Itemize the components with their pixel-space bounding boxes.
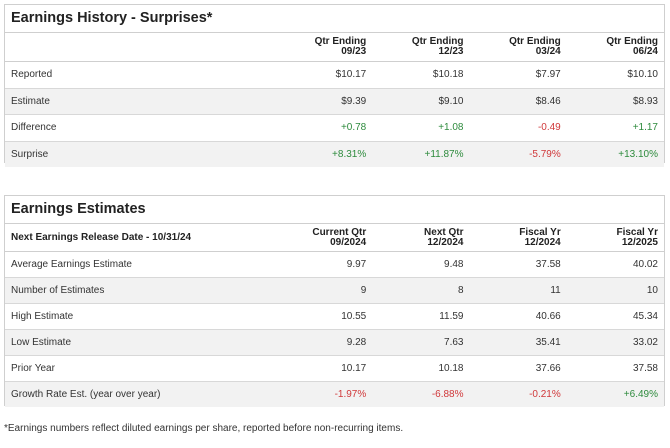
earnings-estimates-panel: Earnings Estimates Next Earnings Release…	[4, 195, 665, 407]
table-cell: +8.31%	[275, 141, 373, 167]
column-header-line2: 06/24	[632, 46, 658, 57]
table-cell: -0.49	[469, 114, 567, 142]
table-cell: 37.58	[566, 355, 664, 382]
earnings-estimates-title: Earnings Estimates	[5, 196, 664, 224]
table-cell: $8.93	[566, 88, 664, 115]
table-cell: 10	[566, 277, 664, 304]
table-cell: 8	[372, 277, 470, 304]
table-cell: +6.49%	[566, 381, 664, 407]
table-cell: 9.28	[275, 329, 373, 356]
table-cell: $10.10	[566, 61, 664, 89]
table-cell: 37.66	[469, 355, 567, 382]
table-cell: 37.58	[469, 251, 567, 278]
column-header	[5, 33, 275, 62]
table-cell: -6.88%	[372, 381, 470, 407]
row-label: Average Earnings Estimate	[5, 251, 275, 278]
table-cell: $9.10	[372, 88, 470, 115]
table-cell: +13.10%	[566, 141, 664, 167]
column-header: Fiscal Yr 12/2024	[469, 224, 567, 252]
row-label: Estimate	[5, 88, 275, 115]
table-cell: -0.21%	[469, 381, 567, 407]
table-row: Surprise +8.31% +11.87% -5.79% +13.10%	[5, 141, 664, 167]
column-header-line1: Qtr Ending	[314, 36, 367, 47]
table-cell: 10.17	[275, 355, 373, 382]
table-cell: 33.02	[566, 329, 664, 356]
table-row: Prior Year 10.17 10.18 37.66 37.58	[5, 355, 664, 382]
column-header-line2: 12/2024	[524, 236, 561, 248]
table-cell: 9.97	[275, 251, 373, 278]
column-header: Qtr Ending 03/24	[469, 33, 567, 62]
column-header-line2: 12/2025	[621, 236, 658, 248]
footnote: *Earnings numbers reflect diluted earnin…	[4, 423, 404, 434]
column-header: Next Qtr 12/2024	[372, 224, 470, 252]
table-cell: 9.48	[372, 251, 470, 278]
table-cell: +1.17	[566, 114, 664, 142]
table-header-row: Qtr Ending 09/23 Qtr Ending 12/23 Qtr Endi…	[5, 33, 664, 62]
table-row: Growth Rate Est. (year over year) -1.97%…	[5, 381, 664, 407]
column-header-line1: Next Qtr	[424, 226, 464, 238]
table-row: Difference +0.78 +1.08 -0.49 +1.17	[5, 114, 664, 142]
table-row: Low Estimate 9.28 7.63 35.41 33.02	[5, 329, 664, 356]
row-label: Low Estimate	[5, 329, 275, 356]
row-label: Growth Rate Est. (year over year)	[5, 381, 275, 407]
next-release-date-label: Next Earnings Release Date - 10/31/24	[5, 224, 275, 252]
column-header-line1: Current Qtr	[312, 226, 367, 238]
column-header: Qtr Ending 12/23	[372, 33, 470, 62]
column-header-line2: 12/23	[438, 46, 464, 57]
column-header-line2: 09/2024	[330, 236, 367, 248]
column-header: Current Qtr 09/2024	[275, 224, 373, 252]
table-row: Average Earnings Estimate 9.97 9.48 37.5…	[5, 251, 664, 278]
column-header-line2: 09/23	[341, 46, 367, 57]
row-label: Reported	[5, 61, 275, 89]
table-cell: 35.41	[469, 329, 567, 356]
table-cell: -5.79%	[469, 141, 567, 167]
table-row: High Estimate 10.55 11.59 40.66 45.34	[5, 303, 664, 330]
earnings-history-table: Qtr Ending 09/23 Qtr Ending 12/23 Qtr Endi…	[5, 33, 664, 167]
table-cell: +0.78	[275, 114, 373, 142]
table-cell: $10.18	[372, 61, 470, 89]
column-header: Fiscal Yr 12/2025	[566, 224, 664, 252]
row-label: Difference	[5, 114, 275, 142]
column-header-line2: 12/2024	[427, 236, 464, 248]
table-cell: $8.46	[469, 88, 567, 115]
table-cell: -1.97%	[275, 381, 373, 407]
row-label: Surprise	[5, 141, 275, 167]
table-cell: 11	[469, 277, 567, 304]
table-cell: +11.87%	[372, 141, 470, 167]
earnings-history-title: Earnings History - Surprises*	[5, 5, 664, 33]
table-cell: $9.39	[275, 88, 373, 115]
earnings-estimates-table: Next Earnings Release Date - 10/31/24 Cu…	[5, 224, 664, 407]
table-cell: +1.08	[372, 114, 470, 142]
table-cell: 40.66	[469, 303, 567, 330]
column-header: Qtr Ending 09/23	[275, 33, 373, 62]
column-header-line1: Qtr Ending	[509, 36, 561, 47]
row-label: Prior Year	[5, 355, 275, 382]
table-cell: 7.63	[372, 329, 470, 356]
column-header: Qtr Ending 06/24	[566, 33, 664, 62]
table-cell: 10.55	[275, 303, 373, 330]
row-label: High Estimate	[5, 303, 275, 330]
column-header-line1: Qtr Ending	[411, 36, 464, 47]
column-header-line1: Fiscal Yr	[519, 226, 561, 238]
table-cell: 40.02	[566, 251, 664, 278]
table-cell: $10.17	[275, 61, 373, 89]
table-row: Reported $10.17 $10.18 $7.97 $10.10	[5, 61, 664, 89]
table-cell: $7.97	[469, 61, 567, 89]
earnings-history-panel: Earnings History - Surprises* Qtr Ending…	[4, 4, 665, 167]
column-header-line2: 03/24	[535, 46, 561, 57]
table-cell: 45.34	[566, 303, 664, 330]
table-cell: 10.18	[372, 355, 470, 382]
row-label: Number of Estimates	[5, 277, 275, 304]
table-cell: 9	[275, 277, 373, 304]
column-header-line1: Fiscal Yr	[616, 226, 658, 238]
table-row: Estimate $9.39 $9.10 $8.46 $8.93	[5, 88, 664, 115]
table-row: Number of Estimates 9 8 11 10	[5, 277, 664, 304]
table-header-row: Next Earnings Release Date - 10/31/24 Cu…	[5, 224, 664, 252]
table-cell: 11.59	[372, 303, 470, 330]
column-header-line1: Qtr Ending	[606, 36, 658, 47]
